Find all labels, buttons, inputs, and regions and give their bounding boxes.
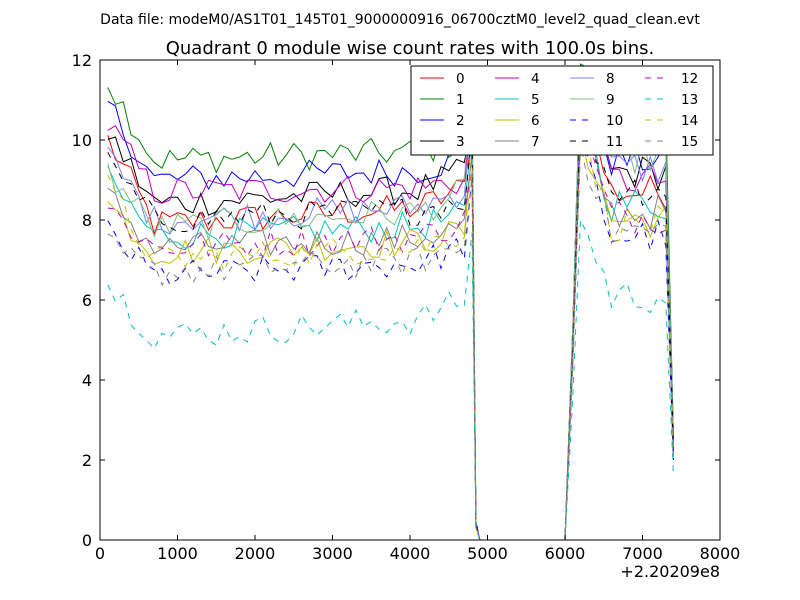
x-tick-label: 3000 [312,544,353,563]
x-tick-label: 6000 [545,544,586,563]
legend-label-3: 3 [456,134,465,150]
legend-label-11: 11 [606,134,623,150]
legend-label-9: 9 [606,92,615,108]
x-tick-label: 2000 [235,544,276,563]
legend-label-7: 7 [531,134,540,150]
y-tick-label: 4 [82,371,92,390]
chart-title: Quadrant 0 module wise count rates with … [166,38,655,59]
x-tick-label: 1000 [157,544,198,563]
legend-label-6: 6 [531,113,540,129]
x-tick-label: 7000 [622,544,663,563]
series-line-11 [107,106,674,540]
y-tick-label: 10 [72,131,92,150]
legend-label-15: 15 [681,134,698,150]
legend-label-12: 12 [681,71,698,87]
legend-label-14: 14 [681,113,698,129]
y-tick-label: 12 [72,51,92,70]
plot-frame [99,59,721,541]
y-tick-label: 6 [82,291,92,310]
x-tick-label: 8000 [700,544,741,563]
legend-label-4: 4 [531,71,540,87]
x-tick-label: 4000 [390,544,431,563]
legend-label-0: 0 [456,71,465,87]
legend-label-8: 8 [606,71,615,87]
figure-suptitle: Data file: modeM0/AS1T01_145T01_90000009… [100,12,700,28]
legend-box [410,65,714,156]
legend-label-1: 1 [456,92,465,108]
series-line-13 [107,219,674,540]
series-line-15 [107,143,674,540]
tick-layer: 0 1000 2000 3000 4000 5000 6000 7000 80000246810… [72,51,741,563]
x-tick-label: 0 [95,544,105,563]
y-tick-label: 2 [82,451,92,470]
legend-label-10: 10 [606,113,623,129]
x-offset-label: +2.20209e8 [620,562,720,581]
legend-label-13: 13 [681,92,698,108]
legend-label-2: 2 [456,113,465,129]
y-tick-label: 8 [82,211,92,230]
y-tick-label: 0 [82,531,92,550]
x-tick-label: 5000 [467,544,508,563]
legend-label-5: 5 [531,92,540,108]
